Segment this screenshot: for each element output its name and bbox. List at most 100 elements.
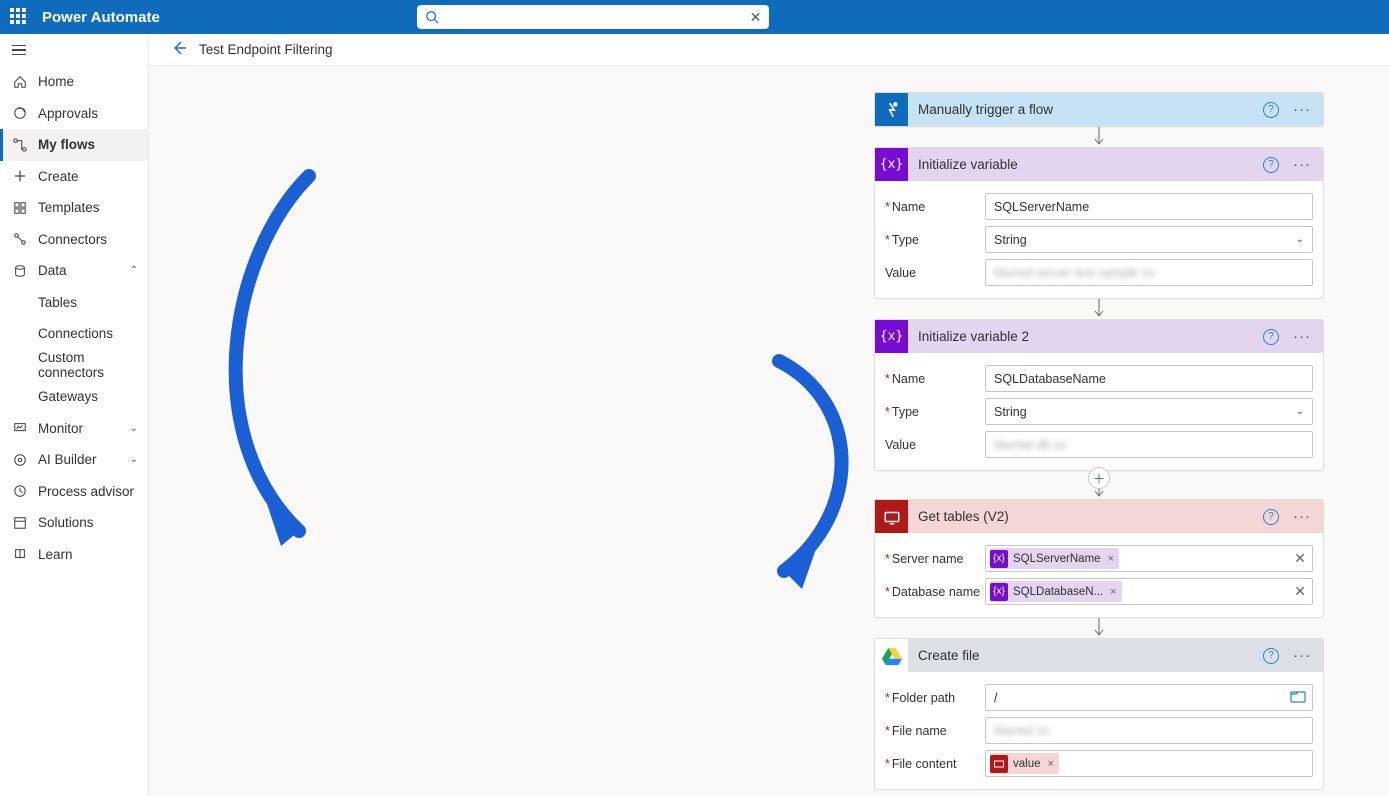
- type-select[interactable]: String⌄: [985, 398, 1313, 425]
- nav-data-tables[interactable]: Tables: [0, 287, 148, 319]
- nav-label: AI Builder: [38, 452, 97, 467]
- remove-token-icon[interactable]: ×: [1048, 758, 1054, 770]
- database-name-input[interactable]: {x} SQLDatabaseN... × ✕: [985, 578, 1313, 605]
- field-label: *Server name: [885, 552, 985, 566]
- chevron-down-icon: ⌄: [1296, 406, 1304, 417]
- sidebar-toggle[interactable]: [0, 34, 148, 66]
- googledrive-icon: [875, 639, 908, 672]
- step-trigger[interactable]: Manually trigger a flow ? ···: [874, 92, 1324, 127]
- step-initialize-variable-1[interactable]: {x} Initialize variable ? ··· *Name SQLS…: [874, 147, 1324, 299]
- server-name-input[interactable]: {x} SQLServerName × ✕: [985, 545, 1313, 572]
- help-icon[interactable]: ?: [1263, 509, 1279, 525]
- nav-approvals[interactable]: Approvals: [0, 98, 148, 130]
- step-menu[interactable]: ···: [1289, 328, 1315, 345]
- templates-icon: [12, 200, 28, 216]
- field-label: *File content: [885, 757, 985, 771]
- search-input[interactable]: [439, 10, 749, 25]
- field-label: *Type: [885, 233, 985, 247]
- nav-templates[interactable]: Templates: [0, 192, 148, 224]
- step-menu[interactable]: ···: [1289, 101, 1315, 118]
- remove-token-icon[interactable]: ×: [1108, 553, 1114, 565]
- name-input[interactable]: SQLDatabaseName: [985, 365, 1313, 392]
- nav-data-gateways[interactable]: Gateways: [0, 381, 148, 413]
- folder-path-input[interactable]: /: [985, 684, 1313, 711]
- search-clear-icon[interactable]: ✕: [750, 9, 762, 26]
- step-get-tables[interactable]: Get tables (V2) ? ··· *Server name {x}: [874, 499, 1324, 618]
- step-menu[interactable]: ···: [1289, 647, 1315, 664]
- step-title: Initialize variable: [918, 157, 1253, 172]
- clear-input-icon[interactable]: ✕: [1294, 583, 1306, 600]
- global-search[interactable]: ✕: [417, 5, 769, 29]
- dynamic-token[interactable]: value ×: [990, 753, 1059, 774]
- variable-icon: {x}: [875, 320, 908, 353]
- step-initialize-variable-2[interactable]: {x} Initialize variable 2 ? ··· *Name SQ…: [874, 319, 1324, 471]
- clear-input-icon[interactable]: ✕: [1294, 550, 1306, 567]
- nav-myflows[interactable]: My flows: [0, 129, 148, 161]
- insert-step-button[interactable]: ＋: [1088, 467, 1110, 489]
- approvals-icon: [12, 105, 28, 121]
- sidebar: Home Approvals My flows Create Templates…: [0, 34, 149, 796]
- folder-picker-icon[interactable]: [1290, 689, 1306, 706]
- trigger-icon: [875, 93, 908, 126]
- value-input[interactable]: blurred server text sample xx: [985, 259, 1313, 286]
- nav-solutions[interactable]: Solutions: [0, 507, 148, 539]
- help-icon[interactable]: ?: [1263, 648, 1279, 664]
- help-icon[interactable]: ?: [1263, 157, 1279, 173]
- nav-ai[interactable]: AI Builder ⌄: [0, 444, 148, 476]
- nav-monitor[interactable]: Monitor ⌄: [0, 413, 148, 445]
- step-create-file[interactable]: Create file ? ··· *Folder path /: [874, 638, 1324, 790]
- field-label: *File name: [885, 724, 985, 738]
- nav-create[interactable]: Create: [0, 161, 148, 193]
- remove-token-icon[interactable]: ×: [1110, 586, 1116, 598]
- nav-data-custom[interactable]: Custom connectors: [0, 350, 148, 382]
- variable-icon: {x}: [990, 583, 1008, 601]
- solutions-icon: [12, 515, 28, 531]
- app-launcher-icon[interactable]: [10, 8, 28, 26]
- nav-connectors[interactable]: Connectors: [0, 224, 148, 256]
- plus-icon: [12, 168, 28, 184]
- help-icon[interactable]: ?: [1263, 102, 1279, 118]
- nav-data[interactable]: Data ⌃: [0, 255, 148, 287]
- connectors-icon: [12, 231, 28, 247]
- nav-data-connections[interactable]: Connections: [0, 318, 148, 350]
- field-label: *Type: [885, 405, 985, 419]
- nav-label: Solutions: [38, 515, 94, 530]
- annotation-arrow-right: [769, 361, 869, 596]
- nav-home[interactable]: Home: [0, 66, 148, 98]
- step-menu[interactable]: ···: [1289, 156, 1315, 173]
- file-content-input[interactable]: value ×: [985, 750, 1313, 777]
- type-select[interactable]: String⌄: [985, 226, 1313, 253]
- field-label: *Database name: [885, 585, 985, 599]
- field-label: Value: [885, 438, 985, 452]
- value-input[interactable]: blurred db xx: [985, 431, 1313, 458]
- flow-arrow-icon: [1094, 618, 1104, 638]
- flows-icon: [12, 137, 28, 153]
- nav-label: Approvals: [38, 106, 98, 121]
- chevron-up-icon: ⌃: [130, 265, 138, 276]
- top-bar: Power Automate ✕: [0, 0, 1389, 34]
- back-button[interactable]: [171, 40, 187, 59]
- learn-icon: [12, 546, 28, 562]
- name-input[interactable]: SQLServerName: [985, 193, 1313, 220]
- step-title: Create file: [918, 648, 1253, 663]
- monitor-icon: [12, 420, 28, 436]
- step-menu[interactable]: ···: [1289, 508, 1315, 525]
- step-title: Initialize variable 2: [918, 329, 1253, 344]
- field-label: Value: [885, 266, 985, 280]
- filename-input[interactable]: blurred xx: [985, 717, 1313, 744]
- sql-icon: [875, 500, 908, 533]
- dynamic-token[interactable]: {x} SQLDatabaseN... ×: [990, 581, 1122, 602]
- ai-icon: [12, 452, 28, 468]
- chevron-down-icon: ⌄: [130, 423, 138, 434]
- nav-label: Data: [38, 263, 67, 278]
- step-title: Manually trigger a flow: [918, 102, 1253, 117]
- help-icon[interactable]: ?: [1263, 329, 1279, 345]
- breadcrumb-bar: Test Endpoint Filtering: [149, 34, 1389, 66]
- dynamic-token[interactable]: {x} SQLServerName ×: [990, 548, 1119, 569]
- home-icon: [12, 74, 28, 90]
- nav-learn[interactable]: Learn: [0, 539, 148, 571]
- chevron-down-icon: ⌄: [1296, 234, 1304, 245]
- nav-label: Learn: [38, 547, 73, 562]
- nav-process[interactable]: Process advisor: [0, 476, 148, 508]
- variable-icon: {x}: [875, 148, 908, 181]
